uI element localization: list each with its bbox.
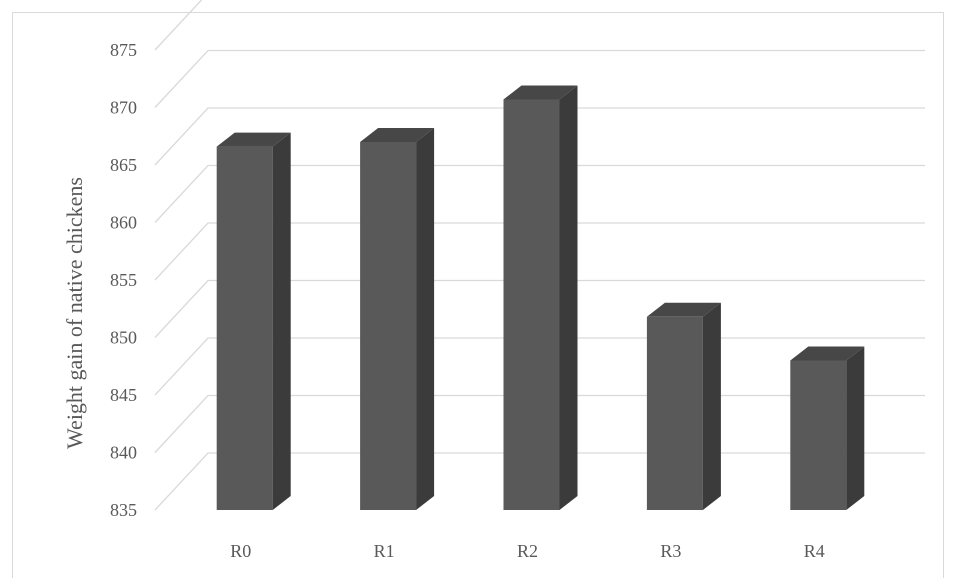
gridline [154,107,925,166]
gridline [154,49,925,108]
gridline [154,164,925,223]
bar-side [559,85,578,510]
bar-top [216,132,291,147]
gridline [154,222,925,281]
bar-r0 [216,132,291,510]
y-tick-label: 875 [110,40,137,60]
bar-side [272,132,291,510]
gridline [154,279,925,338]
bar-r3 [646,302,721,510]
y-axis-label: Weight gain of native chickens [62,177,87,449]
bar-front [503,99,560,510]
x-tick-label: R2 [517,541,538,561]
bar-top [503,85,578,100]
bar-front [790,360,847,510]
y-axis-ticks: 835 840 845 850 855 860 865 870 875 [110,40,137,520]
y-tick-label: 845 [110,385,137,405]
y-tick-label: 865 [110,155,137,175]
y-tick-label: 870 [110,98,137,118]
bar-side [846,346,865,510]
y-tick-label: 855 [110,270,137,290]
bar-front [216,146,273,510]
bar-r4 [790,346,865,510]
bar-side [702,302,721,510]
gridlines [154,0,925,511]
bar-top [790,346,865,361]
y-tick-label: 835 [110,500,137,520]
x-tick-label: R0 [230,541,251,561]
x-tick-label: R3 [660,541,681,561]
chart-frame [12,12,944,578]
bar-r2 [503,85,578,510]
bar-top [646,302,721,317]
x-tick-label: R4 [804,541,825,561]
bar-side [416,128,435,510]
y-tick-label: 860 [110,213,137,233]
bar-r1 [360,128,435,510]
y-tick-label: 850 [110,328,137,348]
bar-front [360,142,417,510]
bar-top [360,128,435,142]
y-tick-label: 840 [110,443,137,463]
gridline [154,0,203,51]
x-tick-label: R1 [374,541,395,561]
bars [216,85,865,510]
x-axis-labels: R0 R1 R2 R3 R4 [230,541,825,561]
bar-front [646,316,703,510]
